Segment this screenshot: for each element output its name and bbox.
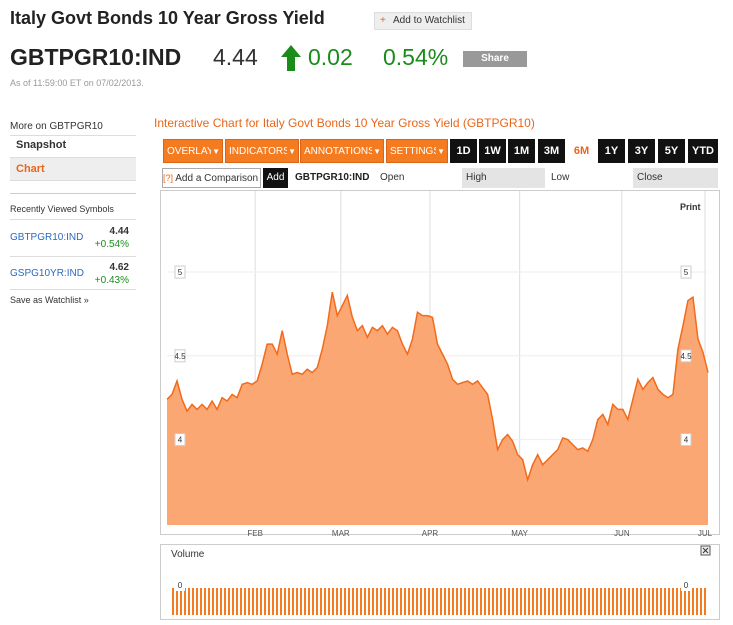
- menu-button[interactable]: SETTINGS ▼: [386, 139, 448, 163]
- add-button[interactable]: Add: [263, 168, 288, 188]
- volume-tick-label: 0: [178, 581, 183, 590]
- recent-symbol[interactable]: GSPG10YR:IND: [10, 268, 84, 279]
- range-button[interactable]: 5Y: [658, 139, 685, 163]
- chart: Print Volume FEB MAR APR MAY JUN JUL 4 4 4.5 4.5 5…: [160, 190, 720, 620]
- range-button[interactable]: 3M: [538, 139, 565, 163]
- volume-tick-label: 0: [684, 581, 689, 590]
- volume-bars: [170, 588, 708, 615]
- line: [166, 292, 709, 483]
- recent-change: +0.54%: [94, 239, 129, 250]
- field: Low: [551, 172, 570, 183]
- menu-label: OVERLAYS: [167, 146, 211, 157]
- recent-change: +0.43%: [94, 275, 129, 286]
- as-of: As of 11:59:00 ET on 07/02/2013.: [10, 78, 144, 88]
- save-watchlist[interactable]: Save as Watchlist »: [10, 295, 89, 305]
- up-arrow: [281, 45, 301, 71]
- field: High: [466, 172, 487, 183]
- change-pct: 0.54%: [383, 44, 449, 70]
- ticker: GBTPGR10:IND: [10, 44, 182, 70]
- watchlist-button[interactable]: + Add to Watchlist: [374, 12, 472, 30]
- share-button[interactable]: Share: [463, 51, 527, 67]
- y-tick-box: [680, 433, 692, 447]
- x-tick-label: FEB: [247, 529, 263, 538]
- x-tick-label: JUL: [698, 529, 713, 538]
- range-button[interactable]: 6M: [568, 139, 595, 163]
- x-tick-label: APR: [422, 529, 439, 538]
- sidebar-link[interactable]: Chart: [16, 163, 45, 175]
- range-button[interactable]: 1Y: [598, 139, 625, 163]
- range-button[interactable]: 3Y: [628, 139, 655, 163]
- add-label: Add: [266, 172, 285, 183]
- save-label: Save as Watchlist: [10, 295, 82, 305]
- range-button[interactable]: 1W: [479, 139, 506, 163]
- y-tick-box: [680, 349, 692, 363]
- share-label: Share: [481, 53, 509, 64]
- menu-label: ANNOTATIONS: [304, 146, 372, 157]
- menu-label: SETTINGS: [390, 146, 436, 157]
- range-button[interactable]: 1M: [508, 139, 535, 163]
- x-tick-label: MAR: [332, 529, 350, 538]
- x-tick-label: MAY: [511, 529, 528, 538]
- y-tick-label: 5: [178, 268, 183, 277]
- y-tick-box: [174, 349, 186, 363]
- y-tick-box: [680, 265, 692, 279]
- print-link[interactable]: Print: [680, 202, 701, 212]
- y-tick-label: 4.5: [680, 352, 692, 361]
- compare-input[interactable]: [?] Add a Comparison: [162, 168, 261, 188]
- range-button[interactable]: 1D: [450, 139, 477, 163]
- field: Close: [637, 172, 663, 183]
- range-button[interactable]: YTD: [688, 139, 718, 163]
- area: [167, 292, 708, 525]
- menu-button[interactable]: INDICATORS ▼: [225, 139, 299, 163]
- menu-button[interactable]: OVERLAYS▼: [163, 139, 223, 163]
- recent-heading: Recently Viewed Symbols: [10, 204, 114, 214]
- recent-symbol[interactable]: GBTPGR10:IND: [10, 232, 84, 243]
- y-tick-label: 4: [684, 436, 689, 445]
- watchlist-label: Add to Watchlist: [393, 15, 465, 26]
- sidebar-heading: More on GBTPGR10: [10, 121, 103, 132]
- compare-placeholder: Add a Comparison: [175, 173, 259, 184]
- chart-heading: Interactive Chart for Italy Govt Bonds 1…: [154, 116, 535, 130]
- recent-price: 4.44: [109, 226, 129, 237]
- y-tick-box: [174, 265, 186, 279]
- menu-button[interactable]: ANNOTATIONS ▼: [300, 139, 384, 163]
- symbol: GBTPGR10:IND: [295, 172, 370, 183]
- x-tick-label: JUN: [614, 529, 630, 538]
- y-tick-label: 4: [178, 436, 183, 445]
- field: Open: [380, 172, 405, 183]
- menu-label: INDICATORS: [229, 146, 287, 157]
- volume-title: Volume: [171, 549, 205, 560]
- sidebar-link[interactable]: Snapshot: [16, 139, 67, 151]
- volume-tick-box: [175, 580, 185, 591]
- change: 0.02: [308, 44, 353, 70]
- y-tick-box: [174, 433, 186, 447]
- price: 4.44: [213, 44, 258, 70]
- recent-price: 4.62: [109, 262, 129, 273]
- y-tick-label: 5: [684, 268, 689, 277]
- y-tick-label: 4.5: [174, 352, 186, 361]
- title: Italy Govt Bonds 10 Year Gross Yield: [10, 8, 325, 28]
- volume-tick-box: [681, 580, 691, 591]
